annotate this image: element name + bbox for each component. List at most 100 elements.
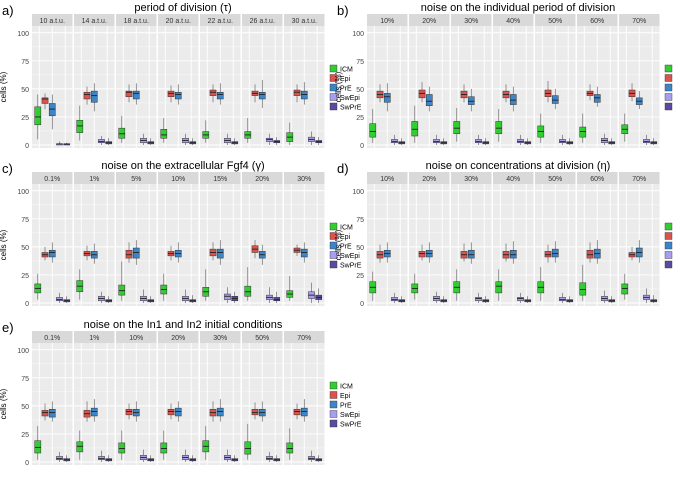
box-pre (48, 249, 56, 258)
y-tick-label: 100 (352, 31, 364, 38)
legend-swatch (329, 93, 338, 101)
box-swpre (273, 297, 281, 302)
box-epi (83, 91, 91, 100)
panel-4: d) noise on concentrations at division (η… (334, 160, 673, 308)
box-pre (174, 91, 182, 100)
box-epi (125, 90, 133, 97)
facet-strip (451, 172, 492, 184)
facet-label: 10% (129, 335, 143, 342)
facet-strip (242, 331, 283, 343)
box-pre (132, 90, 140, 100)
box-pre (551, 95, 559, 104)
facet-strip (116, 172, 157, 184)
box-pre (132, 247, 140, 259)
facet-label: 30% (464, 176, 478, 183)
legend-label: PrE (340, 403, 352, 410)
legend-swatch (329, 410, 338, 418)
y-tick-label: 75 (356, 59, 364, 66)
legend-label: SwPrE (340, 263, 362, 270)
panel-title: period of division (τ) (134, 2, 231, 14)
facet-label: 10% (380, 176, 394, 183)
facet-strip (242, 172, 283, 184)
y-tick-label: 25 (21, 432, 29, 439)
facet-label: 0.1% (44, 335, 60, 342)
facet-strip (619, 14, 660, 26)
legend-swatch (329, 74, 338, 82)
facet-strip (32, 14, 73, 26)
box-icm (160, 129, 168, 139)
box-icm (286, 442, 294, 454)
y-tick-label: 50 (356, 245, 364, 252)
legend-swatch (664, 241, 673, 250)
facet-strip (577, 14, 618, 26)
box-pre (174, 407, 182, 417)
facet-strip (284, 172, 325, 184)
facet-label: 20% (171, 335, 185, 342)
y-tick-label: 100 (17, 31, 29, 38)
y-tick-label: 100 (17, 348, 29, 355)
legend-label: Epi (340, 234, 351, 241)
box-pre (90, 90, 98, 103)
box-swepi (643, 139, 650, 144)
facet-label: 60% (590, 176, 604, 183)
facet-strip (367, 172, 408, 184)
facet-strip (32, 172, 73, 184)
box-pre (383, 93, 391, 103)
facet-strip (409, 14, 450, 26)
box-epi (251, 408, 259, 416)
facet-label: 20 a.t.u. (166, 18, 191, 25)
legend-label: SwEpi (340, 412, 360, 419)
box-epi (167, 90, 175, 97)
facet-label: 15% (213, 176, 227, 183)
legend-swatch (664, 83, 673, 92)
legend-swatch (664, 260, 673, 269)
box-swepi (98, 139, 105, 144)
facet-strip (535, 172, 576, 184)
y-tick-label: 0 (360, 301, 364, 308)
box-epi (125, 408, 133, 416)
facet-label: 20% (422, 18, 436, 25)
legend-swatch (664, 232, 673, 240)
box-swepi (559, 297, 566, 302)
legend-swatch (329, 222, 338, 231)
box-pre (216, 407, 224, 417)
facet-strip (367, 14, 408, 26)
box-swepi (98, 456, 105, 461)
panel-1: a) period of division (τ) cells (%) 0 25 50 75… (0, 2, 362, 150)
box-icm (411, 121, 419, 137)
y-tick-label: 75 (21, 59, 29, 66)
facet-label: 70% (297, 335, 311, 342)
panel-title: noise on the In1 and In2 initial conditi… (84, 319, 283, 331)
facet-label: 50% (548, 18, 562, 25)
box-pre (467, 96, 475, 105)
facet-strip (451, 14, 492, 26)
facet-strip (577, 172, 618, 184)
panel-title: noise on the extracellular Fgf4 (γ) (101, 160, 264, 172)
box-epi (293, 408, 301, 416)
box-epi (209, 89, 217, 96)
y-tick-label: 0 (360, 143, 364, 150)
facet-label: 22 a.t.u. (208, 18, 233, 25)
facet-label: 30% (297, 176, 311, 183)
y-tick-label: 75 (21, 376, 29, 383)
y-tick-label: 25 (21, 273, 29, 280)
legend-label: SwPrE (340, 105, 362, 112)
legend-swatch (664, 93, 673, 101)
box-epi (41, 410, 49, 417)
y-tick-label: 100 (352, 189, 364, 196)
facet-strip (493, 172, 534, 184)
facet-strip (74, 14, 115, 26)
y-tick-label: 50 (356, 87, 364, 94)
box-icm (76, 120, 84, 133)
box-epi (544, 251, 552, 258)
panel-label: d) (337, 161, 349, 176)
facet-label: 30% (213, 335, 227, 342)
box-icm (579, 282, 587, 296)
legend-swatch (329, 251, 338, 259)
box-icm (369, 123, 377, 138)
y-tick-label: 0 (25, 460, 29, 467)
legend-swatch (664, 102, 673, 111)
legend-swatch (329, 102, 338, 111)
panel-title: noise on the individual period of divisi… (421, 2, 615, 14)
box-epi (418, 89, 426, 99)
